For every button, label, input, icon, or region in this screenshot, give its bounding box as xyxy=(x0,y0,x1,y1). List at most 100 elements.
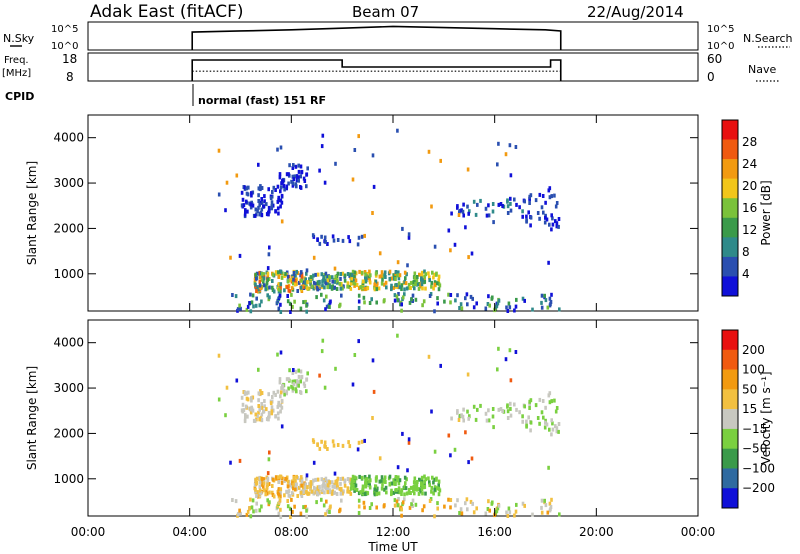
echo-cell xyxy=(341,491,344,496)
echo-cell xyxy=(300,479,304,484)
echo-cell xyxy=(557,429,560,434)
echo-cell xyxy=(362,295,366,300)
freq-unit: [MHz] xyxy=(2,68,31,79)
echo-cell xyxy=(401,226,404,231)
echo-cell xyxy=(302,300,305,305)
echo-cell xyxy=(295,482,298,487)
echo-cell xyxy=(413,476,417,481)
colorbar-tick-label: 50 xyxy=(742,382,757,396)
echo-cell xyxy=(509,201,512,206)
echo-cell xyxy=(550,497,553,502)
echo-cell xyxy=(274,270,278,275)
echo-cell xyxy=(394,475,398,479)
echo-cell xyxy=(430,409,433,414)
echo-cell xyxy=(335,492,339,496)
echo-cell xyxy=(288,483,292,488)
echo-cell xyxy=(405,477,408,482)
echo-cell xyxy=(255,476,259,481)
echo-cell xyxy=(267,277,271,281)
echo-cell xyxy=(494,509,498,514)
echo-cell xyxy=(299,273,302,278)
echo-cell xyxy=(397,276,401,281)
echo-cell xyxy=(316,287,319,292)
echo-cell xyxy=(311,438,315,443)
echo-cell xyxy=(334,274,337,279)
echo-cell xyxy=(304,280,307,285)
echo-cell xyxy=(297,374,301,379)
echo-cell xyxy=(414,487,417,491)
echo-cell xyxy=(268,245,271,250)
echo-cell xyxy=(550,213,553,218)
echo-cell xyxy=(417,487,421,492)
echo-cell xyxy=(283,493,286,498)
echo-cell xyxy=(381,482,384,487)
echo-cell xyxy=(437,281,441,286)
echo-cell xyxy=(436,506,439,511)
echo-cell xyxy=(558,307,561,312)
echo-cell xyxy=(292,163,295,167)
echo-cell xyxy=(384,280,388,285)
echo-cell xyxy=(264,287,267,292)
echo-cell xyxy=(415,282,419,287)
echo-cell xyxy=(338,304,341,309)
echo-cell xyxy=(262,477,266,482)
echo-cell xyxy=(400,513,403,518)
echo-cell xyxy=(407,235,411,240)
echo-cell xyxy=(299,390,303,395)
echo-cell xyxy=(277,416,280,421)
echo-cell xyxy=(362,484,365,489)
echo-cell xyxy=(509,173,513,178)
echo-cell xyxy=(421,508,424,513)
echo-cell xyxy=(430,485,434,490)
echo-cell xyxy=(262,204,265,209)
echo-cell xyxy=(551,421,554,426)
echo-cell xyxy=(267,392,270,397)
echo-cell xyxy=(231,293,234,297)
echo-cell xyxy=(413,275,417,280)
echo-cell xyxy=(392,481,396,486)
echo-cell xyxy=(305,309,308,314)
echo-cell xyxy=(249,410,253,415)
echo-cell xyxy=(304,482,307,487)
echo-cell xyxy=(265,202,268,207)
echo-cell xyxy=(521,214,524,219)
echo-cell xyxy=(217,192,221,197)
echo-cell xyxy=(287,489,291,494)
echo-cell xyxy=(348,444,352,449)
echo-cell xyxy=(305,389,308,394)
echo-cell xyxy=(300,475,303,480)
echo-cell xyxy=(286,299,290,304)
power-y-axis: 1000 2000 3000 4000 xyxy=(53,131,698,281)
echo-cell xyxy=(323,385,327,390)
echo-cell xyxy=(403,484,406,489)
echo-cell xyxy=(252,304,255,309)
echo-cell xyxy=(246,209,249,214)
echo-cell xyxy=(302,505,305,510)
echo-cell xyxy=(318,241,322,246)
colorbar-frame xyxy=(721,329,739,509)
nave-tick-low: 0 xyxy=(707,70,715,84)
colorbar-swatch xyxy=(722,428,738,449)
echo-cell xyxy=(363,287,367,292)
echo-cell xyxy=(550,292,553,297)
echo-cell xyxy=(536,416,540,420)
echo-cell xyxy=(403,497,406,502)
echo-cell xyxy=(428,483,431,488)
echo-cell xyxy=(303,179,307,183)
echo-cell xyxy=(288,278,292,283)
echo-cell xyxy=(248,301,252,305)
echo-cell xyxy=(408,505,412,510)
echo-cell xyxy=(420,475,424,480)
echo-cell xyxy=(411,498,415,503)
echo-cell xyxy=(291,491,294,496)
echo-cell xyxy=(254,272,257,277)
echo-cell xyxy=(292,478,296,483)
echo-cell xyxy=(447,433,451,438)
echo-cell xyxy=(229,460,232,465)
echo-cell xyxy=(430,204,433,209)
echo-cell xyxy=(421,483,424,488)
echo-cell xyxy=(267,410,271,415)
echo-cell xyxy=(466,167,470,172)
echo-cell xyxy=(250,505,254,510)
echo-cell xyxy=(339,286,343,291)
